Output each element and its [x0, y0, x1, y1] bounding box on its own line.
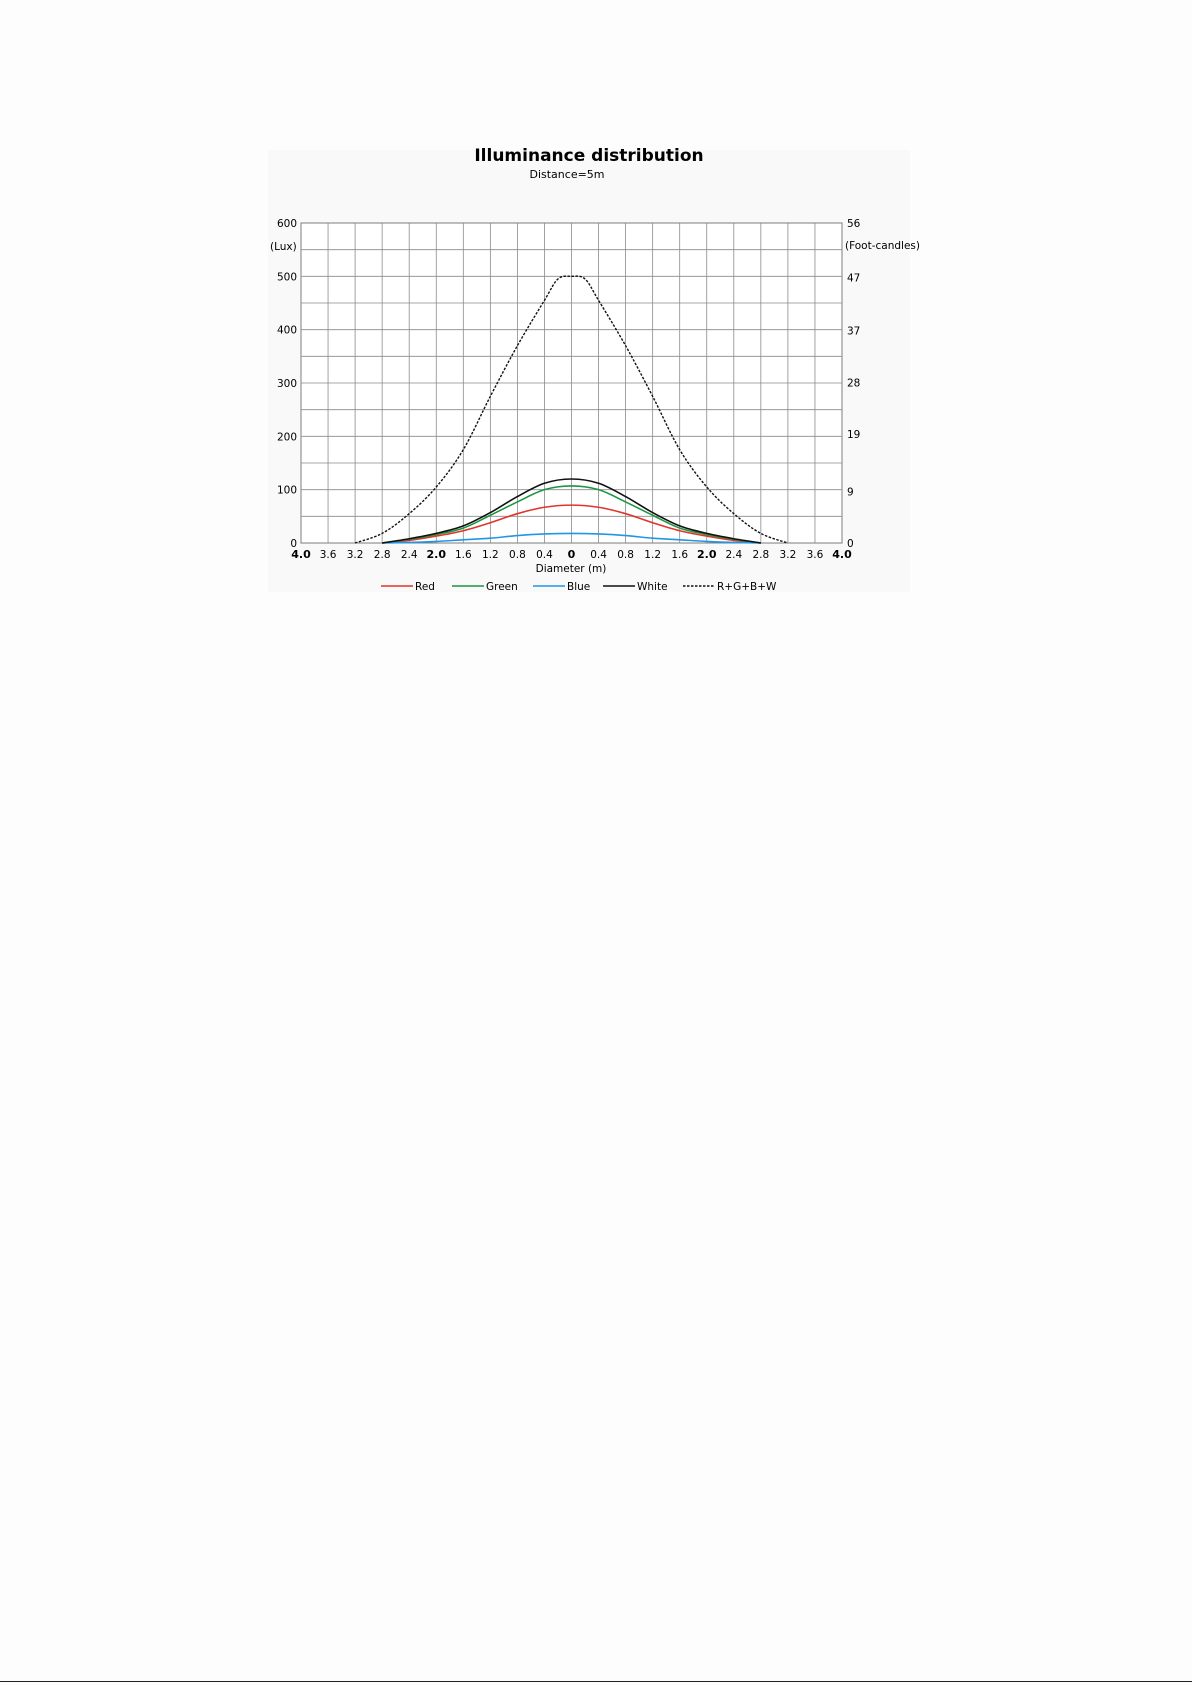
legend-label: White	[637, 581, 668, 593]
y-right-tick-label: 56	[847, 218, 861, 230]
series-line-white	[382, 478, 761, 544]
x-tick-label: 0	[568, 548, 576, 561]
x-tick-label: 2.0	[697, 548, 717, 561]
legend-label: Green	[486, 581, 518, 593]
x-tick-label: 1.2	[644, 549, 661, 561]
y-left-tick-label: 100	[277, 485, 297, 497]
series-line-red	[382, 504, 761, 544]
x-tick-label: 3.2	[780, 549, 797, 561]
y-left-tick-label: 600	[277, 218, 297, 230]
tick-labels: 4.0 3.6 3.2 2.8 2.4 2.0 1.6 1.2 0.8 0.4 0 0.4 0.8 1.2…	[277, 218, 861, 561]
series-line-r-g-b-w	[354, 275, 789, 544]
y-left-unit-label: (Lux)	[270, 241, 297, 253]
y-left-tick-label: 0	[290, 538, 297, 550]
y-left-tick-label: 500	[277, 271, 297, 283]
y-left-tick-label: 200	[277, 431, 297, 443]
y-right-tick-label: 47	[847, 272, 860, 284]
y-right-tick-label: 19	[847, 429, 860, 441]
y-right-tick-label: 28	[847, 377, 860, 389]
x-tick-label: 3.2	[347, 549, 364, 561]
y-right-tick-label: 0	[847, 538, 854, 550]
series-line-green	[382, 485, 761, 544]
x-tick-label: 2.4	[725, 549, 742, 561]
chart-title: Illuminance distribution	[474, 146, 703, 166]
x-tick-label: 0.8	[617, 549, 634, 561]
x-tick-label: 1.6	[671, 549, 688, 561]
x-tick-label: 3.6	[320, 549, 337, 561]
page-bottom-rule	[0, 1681, 1192, 1682]
x-tick-label: 2.8	[752, 549, 769, 561]
legend: Red Green Blue White R+G+B+W	[381, 581, 777, 593]
y-left-tick-label: 400	[277, 325, 297, 337]
grid	[300, 222, 843, 544]
x-tick-label: 0.8	[509, 549, 526, 561]
x-tick-label: 1.2	[482, 549, 499, 561]
y-right-tick-label: 9	[847, 486, 854, 498]
x-tick-label: 0.4	[590, 549, 607, 561]
x-tick-label: 4.0	[832, 548, 852, 561]
legend-label: Red	[415, 581, 435, 593]
x-tick-label: 4.0	[291, 548, 311, 561]
x-tick-label: 2.8	[374, 549, 391, 561]
legend-label: R+G+B+W	[717, 581, 777, 593]
legend-label: Blue	[567, 581, 590, 593]
chart-subtitle: Distance=5m	[529, 168, 604, 181]
y-right-unit-label: (Foot-candles)	[845, 240, 920, 252]
x-axis-label: Diameter (m)	[536, 563, 607, 575]
series-line-blue	[382, 532, 761, 544]
x-tick-label: 2.4	[401, 549, 418, 561]
y-right-tick-label: 37	[847, 326, 860, 338]
x-tick-label: 3.6	[807, 549, 824, 561]
x-tick-label: 0.4	[536, 549, 553, 561]
x-tick-label: 1.6	[455, 549, 472, 561]
series-lines	[354, 275, 789, 544]
y-left-tick-label: 300	[277, 378, 297, 390]
x-tick-label: 2.0	[427, 548, 447, 561]
